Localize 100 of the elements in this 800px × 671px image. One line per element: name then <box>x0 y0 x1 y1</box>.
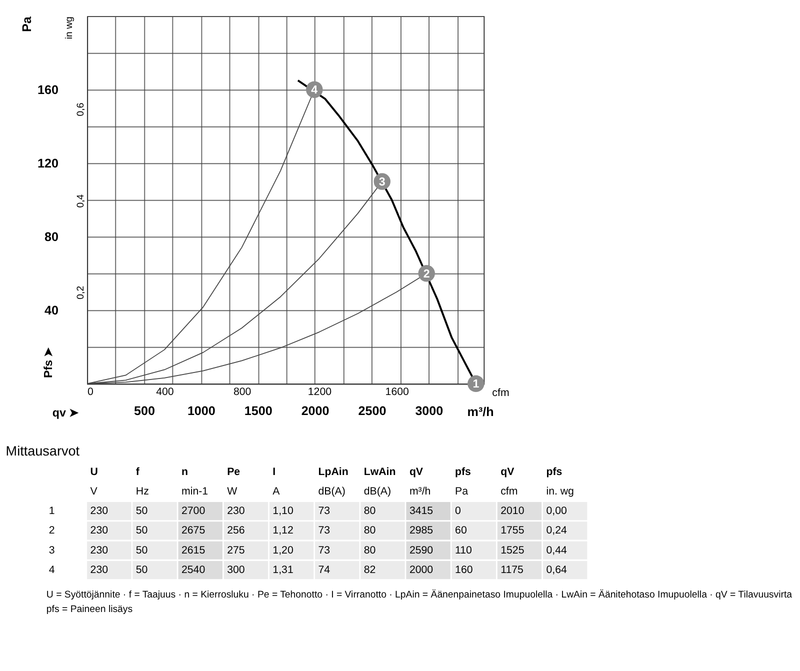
y-tick-label: 3 <box>48 544 55 556</box>
x-tick-label: pfs <box>546 466 562 478</box>
data-label: 160 <box>455 564 473 576</box>
x-tick-label: LwAin <box>364 466 396 478</box>
data-label: 50 <box>136 564 148 576</box>
y-tick-label: 40 <box>44 304 59 318</box>
data-label: 60 <box>455 524 467 537</box>
data-label: 73 <box>318 544 330 556</box>
data-label: 1755 <box>500 524 524 537</box>
data-label: 2540 <box>181 564 206 576</box>
x-tick-label: I <box>272 466 276 478</box>
x-tick-label: 400 <box>156 386 174 398</box>
y-tick-label: 120 <box>38 156 59 170</box>
text: m³/h <box>409 485 431 498</box>
x-tick-label: f <box>136 466 140 478</box>
data-label: 1,31 <box>272 564 294 576</box>
data-label: 230 <box>90 564 108 576</box>
data-label: 2985 <box>409 524 434 537</box>
data-label: 2675 <box>181 524 206 537</box>
x-tick-label: U <box>90 466 98 478</box>
text: pfs = Paineen lisäys <box>46 604 133 615</box>
x2-tick-label: 2000 <box>301 404 330 418</box>
text: Pfs ➤ <box>42 346 56 378</box>
x-tick-label: 0 <box>88 386 94 398</box>
text: V <box>90 485 98 498</box>
data-label: 73 <box>318 504 330 517</box>
data-label: 0,00 <box>546 504 567 517</box>
data-label: 230 <box>227 504 245 517</box>
y-tick-label: 2 <box>48 524 55 537</box>
data-label: 1,20 <box>272 544 294 556</box>
data-label: 2000 <box>409 564 434 576</box>
y-tick-label: 1 <box>48 504 55 517</box>
x2-tick-label: 1000 <box>187 404 216 418</box>
text: qv ➤ <box>52 406 80 420</box>
y-tick-label: 80 <box>44 230 59 244</box>
data-label: 0 <box>455 504 462 517</box>
x2-axis-title: m³/h <box>467 405 494 420</box>
text: in. wg <box>546 485 574 498</box>
data-label: 1175 <box>500 564 524 576</box>
annotation: 2 <box>423 267 430 280</box>
text: W <box>227 485 238 498</box>
data-label: 1,10 <box>272 504 294 517</box>
x-tick-label: 1200 <box>308 386 332 398</box>
y-tick-label: 4 <box>48 564 55 576</box>
data-label: 2700 <box>181 504 206 517</box>
data-label: 50 <box>136 544 148 556</box>
text: U = Syöttöjännite · f = Taajuus · n = Kierrosluku · Pe = Tehonotto · I = Virranotto · LpAin = Äänenpainetaso Imupuolella · LwAin = Äänitehotaso Imupuolella · qV = Tilavuusvirta <box>46 588 793 600</box>
y2-tick-label: 0,6 <box>76 102 87 116</box>
data-label: 80 <box>364 524 376 537</box>
data-label: 50 <box>136 504 148 517</box>
data-label: 2590 <box>409 544 434 556</box>
text: A <box>272 485 281 498</box>
y2-axis-title: in wg <box>64 16 76 40</box>
data-label: 230 <box>90 544 108 556</box>
annotation: 3 <box>378 175 386 188</box>
y-tick-label: 160 <box>38 82 59 97</box>
x-tick-label: LpAin <box>318 466 348 478</box>
text: dB(A) <box>318 485 346 498</box>
data-label: 110 <box>455 544 472 556</box>
data-label: 0,64 <box>546 564 567 576</box>
data-label: 0,44 <box>546 544 567 556</box>
data-label: 0,24 <box>546 524 567 537</box>
x2-tick-label: 500 <box>134 404 155 418</box>
x-tick-label: Pe <box>227 466 240 478</box>
data-label: 230 <box>90 524 108 537</box>
data-label: 74 <box>318 564 330 576</box>
data-label: 80 <box>364 504 376 517</box>
text: Pa <box>455 485 468 498</box>
text: Hz <box>136 485 149 498</box>
data-label: 300 <box>227 564 245 576</box>
y2-tick-label: 0,2 <box>76 286 87 300</box>
x2-tick-label: 1500 <box>244 404 272 418</box>
x-tick-label: 1600 <box>385 386 410 398</box>
annotation: 1 <box>472 378 480 391</box>
data-label: 73 <box>318 524 330 537</box>
data-label: 1525 <box>500 544 524 556</box>
x-tick-label: qV <box>409 466 424 478</box>
text: min-1 <box>181 485 208 498</box>
x-tick-label: n <box>181 466 188 478</box>
y2-tick-label: 0,4 <box>76 194 87 208</box>
x-tick-label: qV <box>500 466 516 478</box>
data-label: 80 <box>364 544 376 556</box>
x-axis-title: cfm <box>492 386 510 399</box>
data-label: 275 <box>227 544 245 556</box>
text: dB(A) <box>364 485 392 498</box>
chart-title: Mittausarvot <box>6 443 80 458</box>
data-label: 256 <box>227 524 245 537</box>
data-label: 82 <box>364 564 376 576</box>
data-label: 50 <box>136 524 148 537</box>
x-tick-label: 800 <box>233 386 252 398</box>
x-tick-label: pfs <box>455 466 472 478</box>
data-label: 230 <box>90 504 108 517</box>
y-axis-title: Pa <box>20 16 34 32</box>
data-label: 3415 <box>409 504 434 517</box>
x2-tick-label: 3000 <box>415 404 444 418</box>
x2-tick-label: 2500 <box>358 404 386 418</box>
text: cfm <box>500 485 518 498</box>
data-label: 2615 <box>181 544 206 556</box>
data-label: 1,12 <box>272 524 294 537</box>
data-label: 2010 <box>500 504 524 517</box>
